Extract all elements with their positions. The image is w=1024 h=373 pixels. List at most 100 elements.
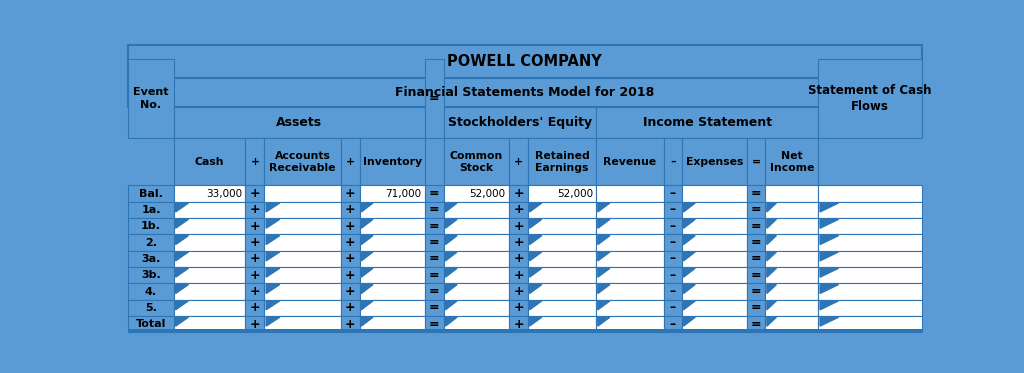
Text: =: =: [429, 301, 439, 314]
FancyBboxPatch shape: [765, 267, 818, 283]
Polygon shape: [598, 219, 610, 228]
FancyBboxPatch shape: [509, 235, 528, 251]
FancyBboxPatch shape: [174, 283, 246, 300]
Polygon shape: [361, 252, 373, 261]
Polygon shape: [529, 301, 542, 310]
Polygon shape: [684, 219, 695, 228]
Text: +: +: [345, 318, 355, 330]
FancyBboxPatch shape: [528, 316, 596, 332]
Text: +: +: [345, 301, 355, 314]
FancyBboxPatch shape: [748, 185, 765, 202]
FancyBboxPatch shape: [128, 59, 174, 138]
FancyBboxPatch shape: [264, 185, 341, 202]
Polygon shape: [445, 285, 457, 294]
Text: Common
Stock: Common Stock: [450, 151, 503, 173]
FancyBboxPatch shape: [443, 202, 509, 218]
FancyBboxPatch shape: [264, 202, 341, 218]
Text: +: +: [513, 236, 523, 249]
FancyBboxPatch shape: [748, 300, 765, 316]
Polygon shape: [176, 219, 188, 228]
FancyBboxPatch shape: [509, 316, 528, 332]
Polygon shape: [767, 252, 776, 261]
FancyBboxPatch shape: [664, 283, 682, 300]
FancyBboxPatch shape: [818, 283, 922, 300]
FancyBboxPatch shape: [596, 283, 664, 300]
Polygon shape: [767, 236, 776, 245]
FancyBboxPatch shape: [748, 251, 765, 267]
Polygon shape: [361, 268, 373, 277]
Text: +: +: [345, 269, 355, 282]
Polygon shape: [529, 317, 542, 326]
Text: +: +: [346, 157, 354, 167]
FancyBboxPatch shape: [818, 235, 922, 251]
FancyBboxPatch shape: [359, 185, 425, 202]
Polygon shape: [176, 203, 188, 212]
Text: =: =: [751, 318, 762, 330]
FancyBboxPatch shape: [264, 283, 341, 300]
Text: +: +: [513, 301, 523, 314]
FancyBboxPatch shape: [664, 316, 682, 332]
Text: =: =: [429, 318, 439, 330]
FancyBboxPatch shape: [596, 218, 664, 235]
Text: +: +: [345, 253, 355, 266]
Polygon shape: [361, 301, 373, 310]
Text: =: =: [752, 157, 761, 167]
Polygon shape: [176, 268, 188, 277]
FancyBboxPatch shape: [765, 202, 818, 218]
FancyBboxPatch shape: [765, 138, 818, 185]
Text: Bal.: Bal.: [139, 189, 163, 199]
FancyBboxPatch shape: [748, 138, 765, 185]
FancyBboxPatch shape: [359, 202, 425, 218]
FancyBboxPatch shape: [664, 300, 682, 316]
Text: =: =: [429, 236, 439, 249]
Polygon shape: [820, 268, 839, 277]
Polygon shape: [598, 317, 610, 326]
FancyBboxPatch shape: [128, 300, 174, 316]
Text: =: =: [751, 285, 762, 298]
Text: =: =: [751, 187, 762, 200]
Polygon shape: [445, 252, 457, 261]
Polygon shape: [529, 203, 542, 212]
Text: +: +: [345, 187, 355, 200]
FancyBboxPatch shape: [425, 202, 443, 218]
Polygon shape: [820, 301, 839, 310]
FancyBboxPatch shape: [425, 59, 443, 138]
FancyBboxPatch shape: [359, 316, 425, 332]
Text: POWELL COMPANY: POWELL COMPANY: [447, 54, 602, 69]
FancyBboxPatch shape: [128, 235, 174, 251]
Text: 3a.: 3a.: [141, 254, 161, 264]
Text: =: =: [751, 269, 762, 282]
FancyBboxPatch shape: [359, 218, 425, 235]
Text: 4.: 4.: [145, 286, 157, 297]
FancyBboxPatch shape: [765, 300, 818, 316]
FancyBboxPatch shape: [528, 300, 596, 316]
Polygon shape: [820, 203, 839, 212]
FancyBboxPatch shape: [765, 283, 818, 300]
FancyBboxPatch shape: [246, 202, 264, 218]
Polygon shape: [266, 301, 280, 310]
FancyBboxPatch shape: [264, 138, 341, 185]
Text: +: +: [250, 187, 260, 200]
Text: +: +: [251, 157, 259, 167]
Text: +: +: [250, 253, 260, 266]
FancyBboxPatch shape: [359, 138, 425, 185]
Polygon shape: [767, 317, 776, 326]
Text: +: +: [345, 285, 355, 298]
FancyBboxPatch shape: [174, 316, 246, 332]
FancyBboxPatch shape: [682, 138, 746, 185]
FancyBboxPatch shape: [128, 78, 922, 107]
Polygon shape: [529, 285, 542, 294]
Text: =: =: [751, 220, 762, 233]
Text: 33,000: 33,000: [206, 189, 243, 199]
Polygon shape: [445, 236, 457, 245]
Text: 5.: 5.: [145, 303, 157, 313]
FancyBboxPatch shape: [128, 283, 174, 300]
FancyBboxPatch shape: [748, 218, 765, 235]
Text: Stockholders' Equity: Stockholders' Equity: [447, 116, 592, 129]
Text: =: =: [751, 203, 762, 216]
Polygon shape: [445, 301, 457, 310]
Polygon shape: [684, 301, 695, 310]
FancyBboxPatch shape: [128, 218, 174, 235]
Text: 3b.: 3b.: [141, 270, 161, 280]
FancyBboxPatch shape: [264, 300, 341, 316]
